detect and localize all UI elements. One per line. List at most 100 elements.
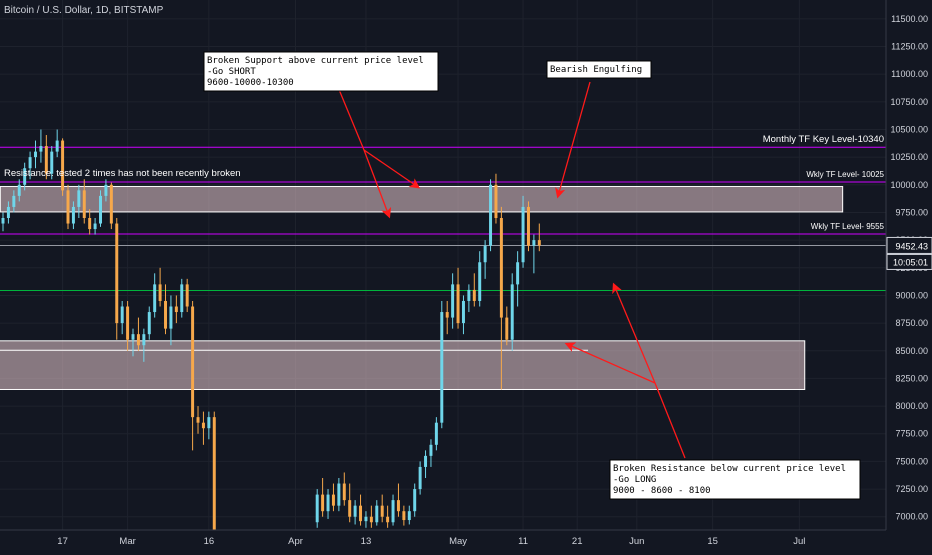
candle-body: [456, 284, 460, 324]
candle[interactable]: [142, 328, 146, 362]
candle[interactable]: [440, 300, 444, 429]
arrow-long-up[interactable]: [612, 282, 656, 384]
candle[interactable]: [321, 478, 325, 517]
candle[interactable]: [104, 179, 108, 202]
candle[interactable]: [77, 184, 81, 218]
candle[interactable]: [483, 240, 487, 279]
candle[interactable]: [147, 306, 151, 340]
annotation-long[interactable]: Broken Resistance below current price le…: [609, 459, 861, 500]
candle[interactable]: [526, 201, 530, 252]
arrow-long-stem[interactable]: [654, 382, 686, 459]
candle[interactable]: [61, 138, 65, 196]
candle[interactable]: [424, 450, 428, 478]
arrow-engulfing[interactable]: [555, 81, 591, 199]
upper-zone[interactable]: [0, 185, 844, 213]
candle[interactable]: [196, 406, 200, 434]
candle[interactable]: [66, 184, 70, 230]
candle[interactable]: [1, 212, 5, 232]
candle[interactable]: [532, 234, 536, 274]
candle[interactable]: [467, 284, 471, 313]
candle[interactable]: [348, 483, 352, 523]
time-tick-label: Jul: [793, 536, 805, 547]
candle[interactable]: [169, 295, 173, 346]
candle[interactable]: [201, 411, 205, 445]
candle[interactable]: [537, 223, 541, 252]
candle[interactable]: [185, 278, 189, 313]
candle[interactable]: [6, 201, 10, 224]
arrow-long-left[interactable]: [564, 342, 656, 384]
candle[interactable]: [478, 251, 482, 307]
candle[interactable]: [353, 500, 357, 525]
candle[interactable]: [456, 267, 460, 329]
candle[interactable]: [342, 472, 346, 506]
candle[interactable]: [12, 190, 16, 213]
candle[interactable]: [451, 273, 455, 329]
candle[interactable]: [516, 251, 520, 307]
candle[interactable]: [375, 500, 379, 526]
candle[interactable]: [191, 300, 195, 451]
arrow-short-down[interactable]: [363, 149, 392, 219]
candle[interactable]: [153, 273, 157, 318]
time-axis-panel[interactable]: [0, 530, 932, 550]
candle[interactable]: [99, 190, 102, 227]
candle[interactable]: [359, 494, 363, 526]
candle[interactable]: [34, 140, 37, 169]
time-axis[interactable]: 17 Mar 16 Apr 13 May 11 21 Jun 15 Jul: [57, 536, 805, 547]
candle[interactable]: [109, 182, 113, 230]
candle[interactable]: [39, 129, 43, 163]
candle[interactable]: [88, 209, 92, 235]
candle[interactable]: [315, 489, 319, 528]
annotation-short[interactable]: Broken Support above current price level…: [203, 51, 439, 92]
candle[interactable]: [207, 411, 211, 440]
candle[interactable]: [164, 284, 168, 335]
candle[interactable]: [71, 201, 75, 230]
candle[interactable]: [494, 173, 498, 224]
candle[interactable]: [364, 511, 368, 528]
candle[interactable]: [429, 439, 433, 467]
candle[interactable]: [136, 317, 140, 351]
candle[interactable]: [131, 328, 135, 357]
candle[interactable]: [499, 206, 503, 390]
candle[interactable]: [120, 300, 124, 335]
candle[interactable]: [326, 489, 330, 519]
candle[interactable]: [337, 478, 341, 512]
candle[interactable]: [212, 411, 216, 530]
candle[interactable]: [391, 494, 395, 526]
candle-body: [396, 500, 400, 512]
candle[interactable]: [461, 295, 465, 335]
candle[interactable]: [505, 306, 509, 346]
candle[interactable]: [407, 505, 411, 525]
candle[interactable]: [174, 295, 178, 324]
candle[interactable]: [93, 218, 97, 235]
candle[interactable]: [510, 273, 514, 351]
candle[interactable]: [158, 267, 162, 307]
candle[interactable]: [23, 162, 27, 191]
candle[interactable]: [50, 146, 54, 180]
candle[interactable]: [434, 417, 438, 451]
arrow-short-right[interactable]: [363, 149, 421, 189]
candle[interactable]: [331, 483, 335, 512]
candle[interactable]: [180, 278, 184, 318]
candle[interactable]: [445, 300, 449, 335]
candle[interactable]: [489, 179, 493, 252]
candle[interactable]: [17, 179, 21, 202]
candle[interactable]: [380, 494, 384, 523]
candle[interactable]: [386, 505, 390, 528]
candle[interactable]: [521, 195, 525, 268]
candle[interactable]: [82, 179, 86, 224]
candle[interactable]: [418, 461, 422, 495]
candle[interactable]: [44, 135, 48, 180]
lower-zone[interactable]: [0, 340, 806, 390]
candle[interactable]: [396, 483, 400, 517]
candle[interactable]: [402, 505, 406, 526]
candle[interactable]: [28, 151, 32, 180]
candle[interactable]: [413, 483, 417, 517]
candle[interactable]: [115, 218, 119, 340]
candle[interactable]: [55, 129, 59, 158]
candle[interactable]: [369, 505, 373, 528]
candle[interactable]: [472, 273, 476, 307]
candle[interactable]: [126, 300, 130, 351]
candle-body: [440, 312, 444, 423]
annotation-engulfing[interactable]: Bearish Engulfing: [546, 60, 652, 79]
